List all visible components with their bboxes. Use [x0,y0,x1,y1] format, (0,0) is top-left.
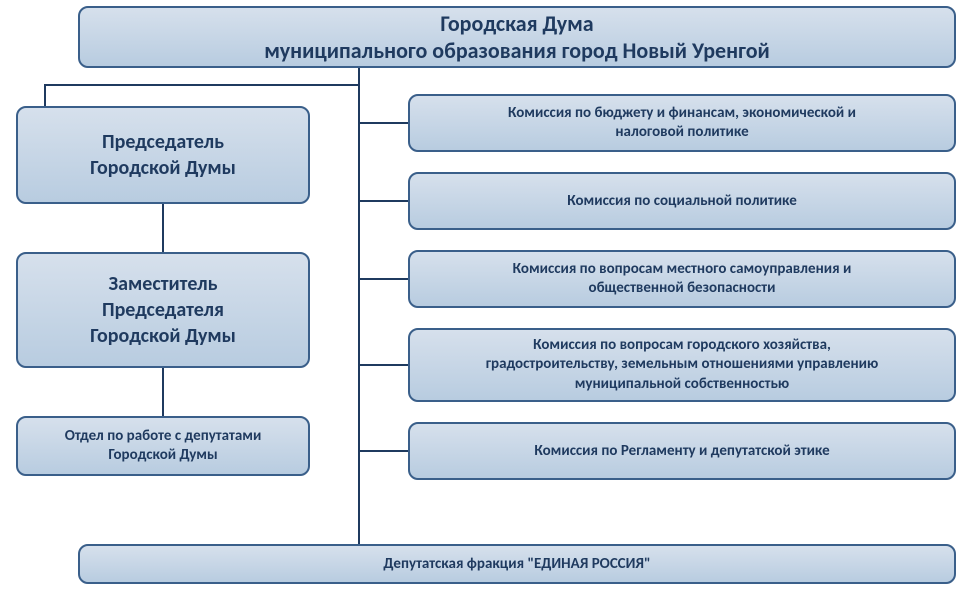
header-line1: Городская Дума [440,10,593,38]
node-commission4: Комиссия по вопросам городского хозяйств… [408,328,956,402]
edge-h-chairman-top [44,84,360,86]
commission3-line1: Комиссия по вопросам местного самоуправл… [513,260,852,280]
edge-c1 [358,122,408,124]
edge-c3 [358,278,408,280]
node-commission3: Комиссия по вопросам местного самоуправл… [408,250,956,308]
commission4-line2: градостроительству, земельным отношениям… [486,355,879,375]
node-fraction: Депутатская фракция "ЕДИНАЯ РОССИЯ" [78,544,956,584]
commission2-label: Комиссия по социальной политике [567,192,797,210]
commission5-label: Комиссия по Регламенту и депутатской эти… [534,442,829,460]
edge-c5 [358,450,408,452]
commission4-line3: муниципальной собственностью [575,375,789,395]
dept-line2: Городской Думы [108,446,217,466]
node-dept: Отдел по работе с депутатами Городской Д… [16,416,310,476]
commission3-line2: общественной безопасности [589,279,776,299]
edge-v-chairman [44,84,46,106]
deputy-line3: Городской Думы [90,323,236,349]
node-commission2: Комиссия по социальной политике [408,172,956,230]
node-header: Городская Дума муниципального образовани… [78,6,956,68]
node-commission1: Комиссия по бюджету и финансам, экономич… [408,94,956,152]
deputy-line2: Председателя [102,297,224,323]
deputy-line1: Заместитель [109,271,218,297]
node-deputy: Заместитель Председателя Городской Думы [16,252,310,368]
edge-deputy-dept [162,368,164,416]
node-chairman: Председатель Городской Думы [16,106,310,204]
commission1-line1: Комиссия по бюджету и финансам, экономич… [508,104,856,124]
edge-chairman-deputy [162,204,164,252]
header-line2: муниципального образования город Новый У… [264,37,770,65]
chairman-line1: Председатель [102,129,224,155]
edge-c2 [358,200,408,202]
commission1-line2: налоговой политике [615,123,748,143]
dept-line1: Отдел по работе с депутатами [65,427,262,447]
edge-c4 [358,364,408,366]
fraction-label: Депутатская фракция "ЕДИНАЯ РОССИЯ" [383,555,650,573]
commission4-line1: Комиссия по вопросам городского хозяйств… [533,336,831,356]
node-commission5: Комиссия по Регламенту и депутатской эти… [408,422,956,480]
edge-trunk [358,68,360,544]
chairman-line2: Городской Думы [90,155,236,181]
